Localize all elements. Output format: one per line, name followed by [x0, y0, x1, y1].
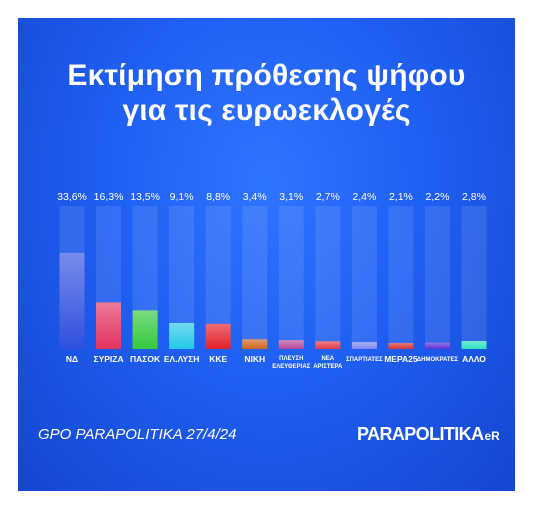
category-label-line: ΕΛΕΥΘΕΡΙΑΣ — [272, 364, 310, 370]
bar-shine-κκε — [205, 323, 231, 349]
value-label-πασοκ: 13,5% — [130, 191, 160, 203]
category-label-line: ΝΕΑ — [321, 356, 334, 362]
bar-shine-δημοκρατες — [424, 342, 450, 349]
bar-shine-νδ — [59, 252, 85, 349]
value-label-κκε: 8,8% — [206, 191, 230, 203]
bar-track-σπαρτιατες — [351, 206, 377, 349]
bar-shine-συριζα — [96, 302, 122, 349]
brand-logo: PARAPOLITIKAeR — [357, 424, 500, 445]
value-label-συριζα: 16,3% — [94, 191, 124, 203]
category-label-μερα25: ΜΕΡΑ25 — [384, 354, 418, 364]
category-label-νικη: ΝΙΚΗ — [244, 354, 265, 364]
category-label-line: ΑΡΙΣΤΕΡΑ — [313, 364, 343, 370]
title-line-1: Εκτίμηση πρόθεσης ψήφου — [67, 59, 466, 92]
bar-shine-μερα25 — [388, 342, 414, 349]
value-label-νικη: 3,4% — [243, 191, 267, 203]
bar-shine-σπαρτιατες — [351, 342, 377, 349]
bar-shine-πλευση-ελευθεριας — [278, 340, 304, 349]
bar-track-μερα25 — [388, 206, 414, 349]
bar-track-αλλο — [461, 206, 487, 349]
bar-track-πλευση-ελευθεριας — [278, 206, 304, 349]
category-label-νεα-αριστερα: ΝΕΑ ΑΡΙΣΤΕΡΑ — [313, 356, 343, 370]
value-label-ελ-λυση: 9,1% — [170, 191, 194, 203]
title-line-2: για τις ευρωεκλογές — [122, 94, 411, 127]
logo-suffix: eR — [484, 429, 500, 443]
chart-title: Εκτίμηση πρόθεσης ψήφου για τις ευρωεκλο… — [0, 58, 533, 128]
category-label-κκε: ΚΚΕ — [209, 354, 227, 364]
bar-shine-αλλο — [461, 340, 487, 349]
category-label-πλευση-ελευθεριας: ΠΛΕΥΣΗ ΕΛΕΥΘΕΡΙΑΣ — [272, 356, 310, 370]
category-label-line: ΠΛΕΥΣΗ — [279, 356, 303, 362]
value-label-νεα-αριστερα: 2,7% — [316, 191, 340, 203]
category-label-δημοκρατες: ΔΗΜΟΚΡΑΤΕΣ — [417, 357, 459, 363]
category-label-αλλο: ΑΛΛΟ — [462, 354, 486, 364]
bar-shine-ελ-λυση — [169, 322, 195, 349]
bar-shine-νικη — [242, 339, 268, 349]
bar-shine-πασοκ — [132, 310, 158, 349]
value-label-μερα25: 2,1% — [389, 191, 413, 203]
value-label-πλευση-ελευθεριας: 3,1% — [279, 191, 303, 203]
category-label-συριζα: ΣΥΡΙΖΑ — [93, 354, 123, 364]
value-label-αλλο: 2,8% — [462, 191, 486, 203]
background-panel — [18, 18, 515, 491]
bar-track-νεα-αριστερα — [315, 206, 341, 349]
category-label-σπαρτιατες: ΣΠΑΡΤΙΑΤΕΣ — [346, 357, 383, 363]
logo-text: PARAPOLITIKA — [357, 424, 484, 444]
bar-track-νικη — [242, 206, 268, 349]
value-label-δημοκρατες: 2,2% — [425, 191, 449, 203]
category-label-ελ-λυση: ΕΛ.ΛΥΣΗ — [164, 354, 200, 364]
bar-shine-νεα-αριστερα — [315, 341, 341, 349]
source-label: GPO PARAPOLITIKA 27/4/24 — [38, 426, 237, 443]
value-label-νδ: 33,6% — [57, 191, 87, 203]
category-label-νδ: ΝΔ — [66, 354, 78, 364]
bar-track-δημοκρατες — [424, 206, 450, 349]
value-label-σπαρτιατες: 2,4% — [352, 191, 376, 203]
category-label-πασοκ: ΠΑΣΟΚ — [130, 354, 161, 364]
